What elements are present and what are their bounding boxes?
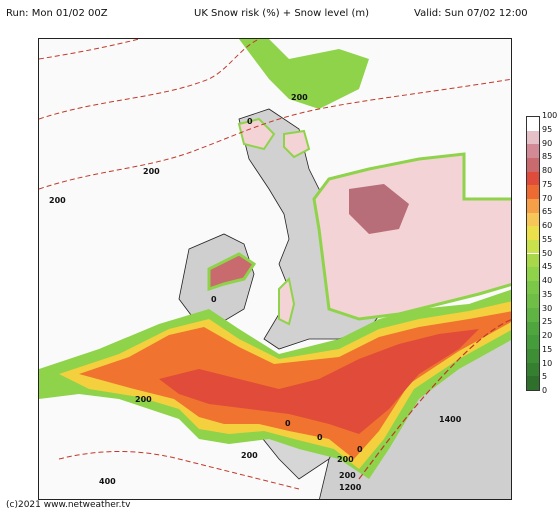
run-label: Run: Mon 01/02 00Z xyxy=(6,8,108,19)
legend-color-segment xyxy=(527,198,539,213)
snow-risk-scotland-green xyxy=(239,39,369,109)
legend-tick-label: 50 xyxy=(542,248,553,258)
contour-label: 0 xyxy=(317,433,323,442)
legend-tick-label: 95 xyxy=(542,124,553,134)
legend-color-segment xyxy=(527,212,539,227)
snow-level-contour xyxy=(58,451,300,490)
legend-tick-label: 45 xyxy=(542,262,553,272)
legend-color-segment xyxy=(527,267,539,281)
legend-tick-label: 70 xyxy=(542,193,553,203)
legend-tick-label: 40 xyxy=(542,276,553,285)
map-canvas xyxy=(39,39,511,499)
contour-label: 0 xyxy=(247,117,253,126)
snow-level-contour xyxy=(39,39,140,60)
legend-color-segment xyxy=(527,226,539,240)
contour-label: 200 xyxy=(135,395,152,404)
snow-level-contour xyxy=(39,39,260,120)
contour-label: 400 xyxy=(99,477,116,486)
legend-tick-label: 15 xyxy=(542,344,553,354)
legend-color-segment xyxy=(527,185,539,199)
legend-tick-label: 80 xyxy=(542,166,553,175)
contour-label: 200 xyxy=(241,451,258,460)
legend-tick-label: 75 xyxy=(542,179,553,189)
legend-color-segment xyxy=(527,362,539,377)
legend-tick-label: 20 xyxy=(542,331,553,340)
contour-label: 0 xyxy=(285,419,291,428)
snow-risk-wales-pink xyxy=(278,276,296,326)
snow-level-contour xyxy=(358,319,511,480)
snow-risk-ireland-band xyxy=(207,252,257,292)
legend-color-segment xyxy=(527,294,539,309)
legend-labels: 100 95 90 85 80 75 70 65 60 55 50 45 40 35 30 25 20 15 10 5… xyxy=(542,110,559,400)
legend-tick-label: 90 xyxy=(542,138,553,148)
legend-color-segment xyxy=(527,144,539,158)
contour-label: 1200 xyxy=(339,483,362,492)
legend-tick-label: 100 xyxy=(542,111,558,120)
legend-color-segment xyxy=(527,308,539,322)
snow-risk-map: 200 200 200 0 0 0 200 200 200 0 0 1400 4… xyxy=(38,38,512,500)
legend-color-segment xyxy=(527,157,539,172)
snow-risk-pink-area xyxy=(312,152,511,321)
legend-tick-label: 10 xyxy=(542,358,553,368)
legend-color-segment xyxy=(527,239,539,254)
legend-color-segment xyxy=(527,130,539,145)
legend-tick-label: 25 xyxy=(542,317,553,327)
contour-label: 0 xyxy=(211,295,217,304)
snow-risk-dark-pink-area xyxy=(349,184,409,234)
legend-color-segment xyxy=(527,280,539,295)
copyright-credit: (c)2021 www.netweather.tv xyxy=(6,500,131,510)
legend-tick-label: 30 xyxy=(542,303,553,313)
contour-label: 200 xyxy=(143,167,160,176)
snow-risk-scotland-pink xyxy=(237,117,276,151)
legend-tick-label: 60 xyxy=(542,221,553,230)
legend-color-segment xyxy=(527,253,539,268)
contour-label: 0 xyxy=(357,445,363,454)
snow-level-contour xyxy=(39,78,511,190)
snow-risk-highlands-pink xyxy=(283,129,311,159)
contour-label: 200 xyxy=(339,471,356,480)
contour-label: 200 xyxy=(49,196,66,205)
legend-color-segment xyxy=(527,117,539,131)
legend-color-bar xyxy=(526,116,540,391)
legend-tick-label: 5 xyxy=(542,372,548,382)
legend-tick-label: 35 xyxy=(542,289,553,299)
legend-tick-label: 0 xyxy=(542,386,548,395)
legend-tick-label: 55 xyxy=(542,234,553,244)
legend-tick-label: 65 xyxy=(542,207,553,217)
legend-color-segment xyxy=(527,321,539,336)
contour-label: 1400 xyxy=(439,415,462,424)
map-title: UK Snow risk (%) + Snow level (m) xyxy=(194,8,369,19)
snow-risk-red-area xyxy=(159,329,479,434)
contour-label: 200 xyxy=(291,93,308,102)
legend-color-segment xyxy=(527,335,539,350)
legend-tick-label: 85 xyxy=(542,152,553,162)
legend-color-segment xyxy=(527,171,539,186)
valid-time-label: Valid: Sun 07/02 12:00 xyxy=(414,8,528,19)
legend-color-segment xyxy=(527,349,539,363)
contour-label: 200 xyxy=(337,455,354,464)
legend-color-segment xyxy=(527,376,539,390)
